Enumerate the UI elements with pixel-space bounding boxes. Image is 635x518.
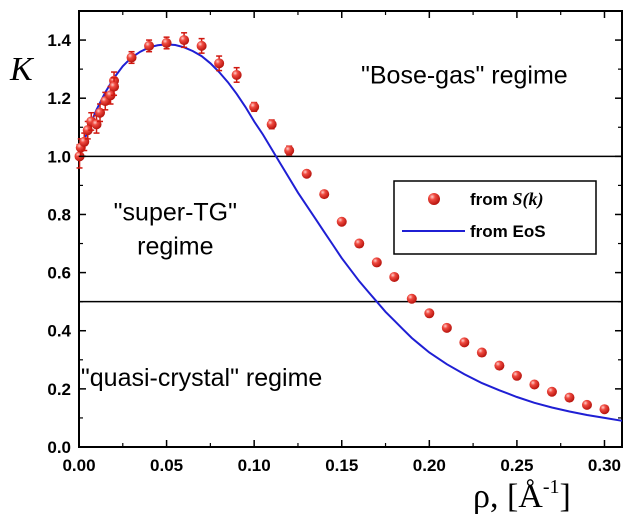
y-tick-label: 1.2	[47, 89, 71, 108]
sk-point	[336, 216, 347, 227]
sk-point	[406, 293, 417, 304]
legend-box	[393, 180, 597, 255]
sk-point	[249, 101, 260, 112]
y-tick-label: 0.2	[47, 380, 71, 399]
sk-point	[459, 337, 470, 348]
sk-point	[599, 404, 610, 415]
sk-point	[231, 69, 242, 80]
sk-point	[214, 58, 225, 69]
x-tick-label: 0.10	[238, 456, 271, 475]
sk-point	[196, 40, 207, 51]
y-tick-label: 1.0	[47, 147, 71, 166]
regime-label-line: "Bose-gas" regime	[361, 62, 568, 90]
regime-label-1: "super-TG" regime	[114, 198, 237, 260]
y-tick-label: 0.6	[47, 264, 71, 283]
sk-point	[82, 125, 93, 136]
sk-point	[284, 145, 295, 156]
x-tick-label: 0.25	[500, 456, 533, 475]
sk-point	[354, 238, 365, 249]
regime-boundaries	[79, 155, 622, 303]
sk-point	[161, 37, 172, 48]
sk-point	[564, 392, 575, 403]
sk-points-layer	[74, 32, 610, 415]
x-axis-title-exp: -1	[543, 476, 560, 498]
sk-point	[301, 168, 312, 179]
sk-point	[144, 40, 155, 51]
axis-tick-labels: 0.00 0.05 0.10 0.15 0.20 0.25 0.30 0.0 0.2 0.4 0.6…	[47, 31, 621, 475]
regime-label-line: "quasi-crystal" regime	[81, 364, 322, 392]
x-axis-title-close: ]	[560, 478, 571, 515]
sk-point	[529, 379, 540, 390]
y-axis-title: K	[9, 51, 35, 88]
regime-label-2: "quasi-crystal" regime	[81, 364, 322, 392]
sk-point	[476, 347, 487, 358]
x-tick-label: 0.15	[325, 456, 358, 475]
legend-point-marker	[428, 193, 440, 205]
legend-points-label: from S(k)	[470, 189, 544, 210]
sk-point	[441, 322, 452, 333]
regime-label-0: "Bose-gas" regime	[361, 62, 568, 90]
x-tick-label: 0.05	[150, 456, 183, 475]
x-tick-label: 0.30	[588, 456, 621, 475]
x-tick-label: 0.00	[62, 456, 95, 475]
sk-point	[126, 52, 137, 63]
regime-label-line: "super-TG"	[114, 198, 237, 226]
y-tick-label: 0.4	[47, 322, 71, 341]
y-tick-label: 0.8	[47, 205, 71, 224]
regime-labels: "Bose-gas" regime "super-TG" regime "quasi-…	[81, 62, 568, 392]
sk-point	[389, 271, 400, 282]
x-axis-title-main: ρ, [Å	[473, 478, 543, 515]
y-tick-label: 0.0	[47, 438, 71, 457]
sk-point	[105, 90, 116, 101]
sk-point	[319, 189, 330, 200]
sk-point	[424, 308, 435, 319]
sk-point	[546, 386, 557, 397]
svg-text:ρ, [Å-1]: ρ, [Å-1]	[473, 476, 571, 515]
y-tick-label: 1.4	[47, 31, 71, 50]
regime-label-line: regime	[137, 232, 213, 260]
x-tick-label: 0.20	[413, 456, 446, 475]
sk-point	[179, 35, 190, 46]
axis-ticks	[78, 10, 622, 448]
sk-point	[581, 399, 592, 410]
sk-point	[266, 119, 277, 130]
sk-point	[109, 81, 120, 92]
legend: from S(k) from EoS	[393, 180, 597, 255]
legend-line-label: from EoS	[470, 222, 546, 241]
x-axis-title: ρ, [Å-1]	[473, 476, 571, 515]
sk-point	[371, 257, 382, 268]
sk-point	[511, 370, 522, 381]
sk-point	[494, 360, 505, 371]
